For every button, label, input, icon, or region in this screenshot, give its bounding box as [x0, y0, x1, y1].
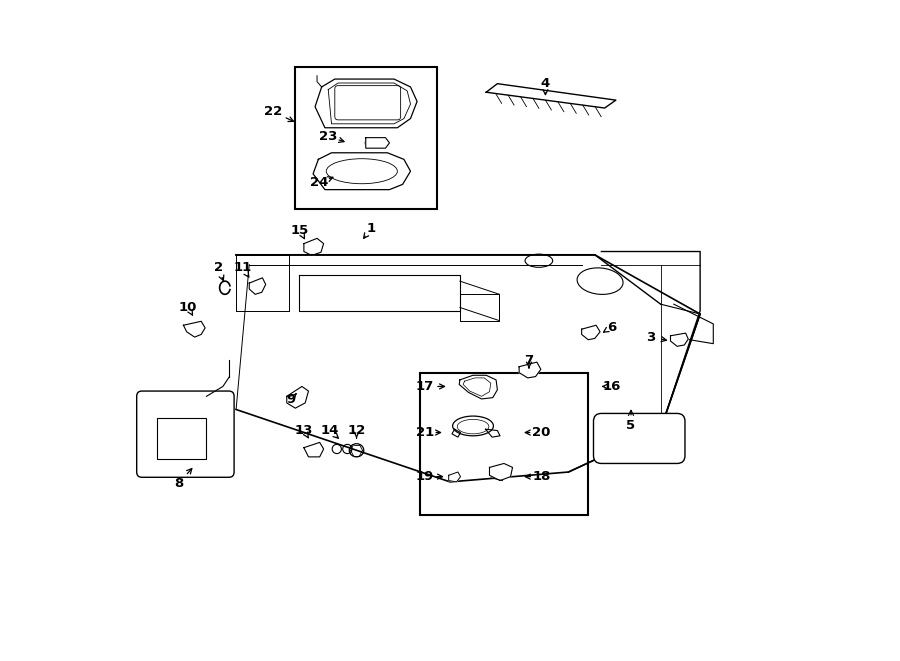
- FancyBboxPatch shape: [137, 391, 234, 477]
- FancyBboxPatch shape: [420, 373, 589, 515]
- Polygon shape: [490, 463, 512, 481]
- FancyBboxPatch shape: [593, 413, 685, 463]
- Polygon shape: [581, 325, 600, 340]
- Text: 23: 23: [319, 130, 338, 143]
- Text: 13: 13: [294, 424, 313, 437]
- Polygon shape: [452, 429, 461, 437]
- Polygon shape: [459, 375, 498, 399]
- Polygon shape: [184, 321, 205, 337]
- Text: 1: 1: [366, 222, 375, 235]
- Text: 19: 19: [416, 470, 434, 483]
- Text: 2: 2: [213, 262, 223, 274]
- Text: 4: 4: [541, 77, 550, 90]
- Text: 9: 9: [286, 393, 295, 406]
- Text: 17: 17: [416, 380, 434, 393]
- Text: 18: 18: [533, 470, 552, 483]
- Polygon shape: [449, 472, 461, 482]
- Text: 21: 21: [416, 426, 434, 439]
- Text: 16: 16: [602, 380, 620, 393]
- Polygon shape: [485, 429, 500, 437]
- Text: 14: 14: [321, 424, 339, 437]
- Polygon shape: [519, 362, 541, 378]
- Polygon shape: [670, 333, 688, 346]
- Polygon shape: [304, 442, 324, 457]
- Polygon shape: [486, 84, 616, 108]
- Text: 22: 22: [265, 106, 283, 118]
- Text: 7: 7: [525, 354, 534, 367]
- FancyBboxPatch shape: [295, 67, 436, 209]
- Polygon shape: [304, 239, 324, 255]
- Text: 15: 15: [291, 224, 309, 237]
- Polygon shape: [249, 278, 266, 294]
- Text: 11: 11: [233, 262, 252, 274]
- Polygon shape: [287, 387, 309, 408]
- Polygon shape: [365, 137, 390, 148]
- Text: 8: 8: [175, 477, 184, 490]
- Text: 6: 6: [607, 321, 616, 334]
- Text: 12: 12: [347, 424, 365, 437]
- Text: 24: 24: [310, 176, 328, 189]
- Text: 10: 10: [179, 301, 197, 314]
- Polygon shape: [313, 153, 410, 190]
- Text: 3: 3: [646, 330, 655, 344]
- Polygon shape: [315, 79, 417, 128]
- Text: 20: 20: [532, 426, 550, 439]
- Text: 5: 5: [626, 420, 635, 432]
